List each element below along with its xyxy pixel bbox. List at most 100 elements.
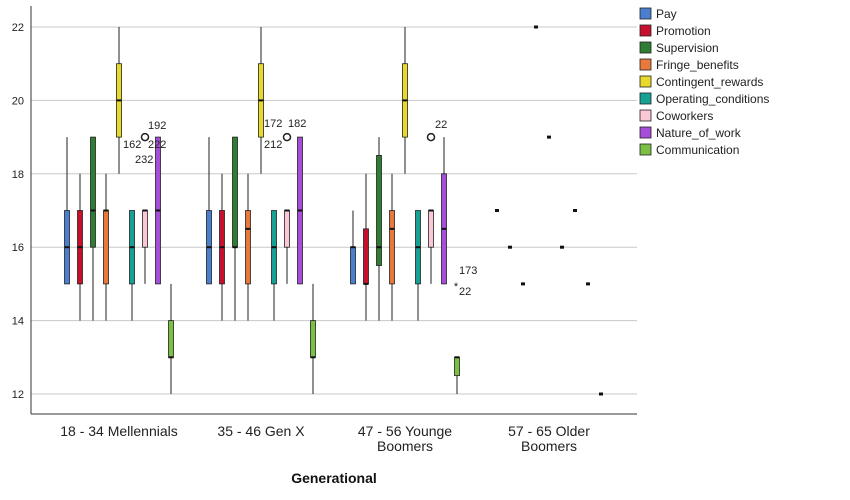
box-body	[363, 228, 369, 285]
axes	[30, 6, 637, 415]
x-axis-title: Generational	[291, 470, 377, 486]
outlier-label: 222	[148, 139, 166, 151]
legend-swatch	[639, 75, 652, 88]
box-contingent-rewards	[402, 27, 408, 174]
outlier-group: 172 182 212	[264, 118, 306, 151]
legend-swatch	[639, 41, 652, 54]
legend-item: Coworkers	[639, 109, 713, 123]
category-label: 47 - 56 Younge	[358, 423, 452, 439]
box-fringe-benefits	[534, 25, 538, 29]
box-nature-of-work	[441, 137, 447, 285]
outlier-label: 212	[264, 139, 282, 151]
outlier-group: *173 22	[454, 265, 478, 298]
outlier-label: 162	[123, 139, 141, 151]
box-contingent-rewards	[258, 27, 264, 174]
box-pay	[495, 209, 499, 212]
y-tick-label: 18	[12, 169, 24, 181]
outlier-group: 22	[426, 119, 447, 142]
outlier-label: 182	[288, 118, 306, 130]
extreme-star: *	[454, 281, 459, 293]
box-promotion	[77, 173, 83, 321]
y-tick-labels: 12 14 16 18 20 22	[12, 22, 24, 401]
outlier-circle	[140, 132, 150, 142]
box-promotion	[219, 173, 225, 321]
legend-item: Nature_of_work	[639, 126, 742, 140]
category-label: 57 - 65 Older	[508, 423, 590, 439]
box-coworkers	[573, 209, 577, 212]
box-nature-of-work	[155, 136, 161, 285]
box-operating-conditions	[129, 210, 135, 321]
y-tick-label: 22	[12, 22, 24, 34]
box-pay	[206, 137, 212, 285]
outlier-circle	[426, 132, 436, 142]
legend-item: Contingent_rewards	[639, 75, 763, 89]
legend-label: Nature_of_work	[656, 126, 742, 140]
legend-item: Promotion	[639, 24, 711, 38]
box-coworkers	[428, 209, 434, 284]
box-promotion	[363, 173, 369, 321]
box-body	[389, 210, 395, 285]
box-nature-of-work	[297, 136, 303, 285]
legend-label: Contingent_rewards	[656, 75, 763, 89]
legend-swatch	[639, 143, 652, 156]
outlier-label: 232	[135, 154, 153, 166]
single-value-mark	[508, 245, 512, 249]
legend-swatch	[639, 109, 652, 122]
y-tick-label: 20	[12, 95, 24, 107]
box-body	[103, 210, 109, 285]
box-communication	[168, 283, 174, 394]
single-value-mark	[547, 135, 551, 139]
box-fringe-benefits	[389, 173, 395, 321]
box-body	[454, 356, 460, 377]
outlier-group: 192 162 222 232	[123, 120, 166, 166]
box-communication	[454, 356, 460, 394]
single-value-mark	[560, 245, 564, 249]
single-value-mark	[534, 25, 538, 29]
single-value-mark	[586, 282, 590, 286]
legend-swatch	[639, 24, 652, 37]
category-labels: 18 - 34 Mellennials 35 - 46 Gen X 47 - 56 …	[60, 423, 590, 454]
single-value-mark	[573, 209, 577, 212]
legend-item: Operating_conditions	[639, 92, 769, 106]
boxes	[64, 25, 603, 396]
outlier-label: 22	[435, 119, 447, 131]
box-operating-conditions	[271, 210, 277, 321]
box-body	[350, 246, 356, 285]
box-body	[310, 320, 316, 358]
y-tick-label: 14	[12, 316, 24, 328]
box-body	[245, 210, 251, 285]
box-body	[232, 136, 238, 248]
single-value-mark	[599, 392, 603, 396]
box-supervision	[521, 282, 525, 286]
box-coworkers	[142, 209, 148, 284]
legend-item: Supervision	[639, 41, 719, 55]
category-label: Boomers	[377, 438, 433, 454]
legend-swatch	[639, 7, 652, 20]
box-body	[376, 155, 382, 266]
box-body	[284, 210, 290, 248]
legend-swatch	[639, 92, 652, 105]
y-tick-label: 12	[12, 389, 24, 401]
box-operating-conditions	[560, 245, 564, 249]
single-value-mark	[521, 282, 525, 286]
box-supervision	[232, 136, 238, 321]
legend-label: Communication	[656, 143, 739, 157]
legend-item: Pay	[639, 7, 677, 21]
box-nature-of-work	[586, 282, 590, 286]
legend-label: Promotion	[656, 24, 711, 38]
legend-item: Communication	[639, 143, 739, 157]
outlier-label: 192	[148, 120, 166, 132]
box-communication	[599, 392, 603, 396]
category-label: 18 - 34 Mellennials	[60, 423, 178, 439]
outlier-label: 172	[264, 118, 282, 130]
box-pay	[64, 137, 70, 285]
legend-label: Fringe_benefits	[656, 58, 739, 72]
box-body	[168, 320, 174, 358]
box-operating-conditions	[415, 210, 421, 321]
box-body	[90, 136, 96, 248]
outlier-label: 173	[459, 265, 477, 277]
single-value-mark	[495, 209, 499, 212]
box-supervision	[376, 137, 382, 321]
category-label: Boomers	[521, 438, 577, 454]
